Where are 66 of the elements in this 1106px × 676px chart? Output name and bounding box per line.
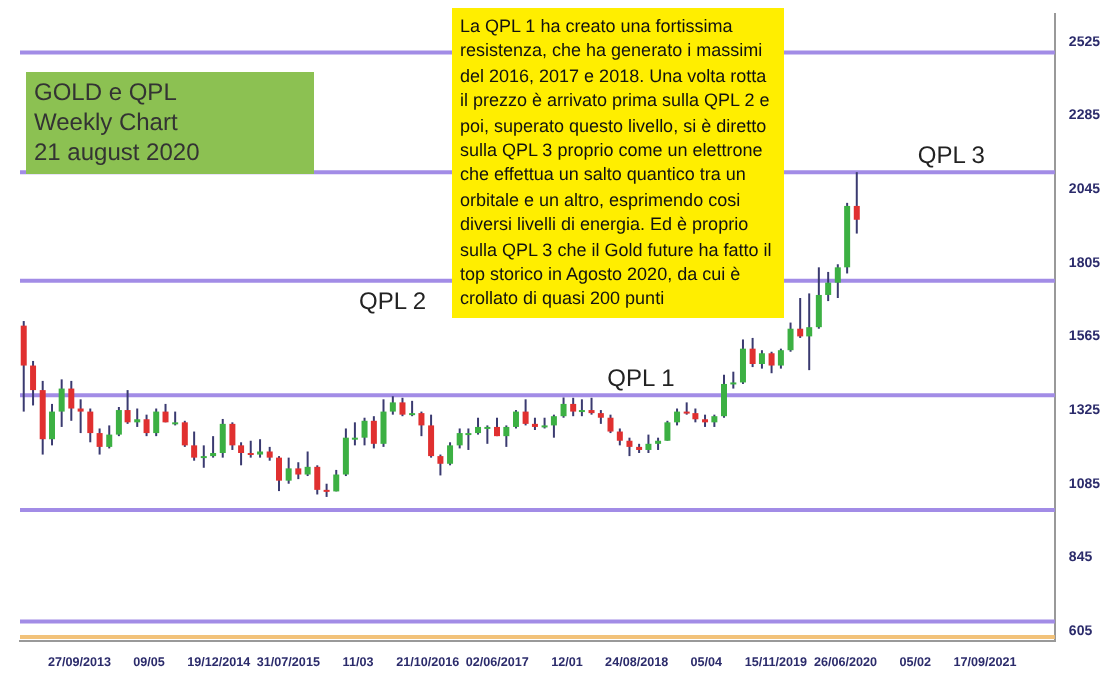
candlestick [503,424,510,448]
candlestick [645,433,652,455]
candlestick [276,455,283,493]
candlestick [465,427,472,451]
ref-line-label: QPL 2 [358,287,427,316]
candlestick [314,464,321,496]
text-panel: La QPL 1 ha creato una fortissima resistenza, che ha generato i massimi del 2016, 2017 e 2018. Una volta rotta il prezzo è arrivato prima sulla QPL 2 e poi, superato questo livello, si è diretto sulla QPL 3 proprio come un elettrone che effettua un salto quantico tra un orbitale e un altro, esprimendo cosi diversi livelli di energia. Ed è proprio sulla QPL 3 che il Gold future ha fatto il top storico in Agosto 2020, da cui è crollato di quasi 200 punti [452,8,784,318]
candlestick [749,336,756,369]
candlestick [399,396,406,418]
candlestick [560,396,567,419]
candlestick [389,395,396,416]
candlestick [77,398,84,435]
candlestick [238,441,245,467]
candlestick [447,441,454,467]
candlestick [49,402,56,447]
candlestick [456,427,463,450]
candlestick [370,415,377,450]
candlestick [200,444,207,469]
annotation: 21 august 2020 [34,138,202,168]
text-panel: GOLD e QPL Weekly Chart 21 august 2020 [26,72,314,174]
candlestick [229,421,236,451]
candlestick [570,396,577,418]
candlestick [30,359,37,407]
candlestick [219,417,226,459]
candlestick [428,413,435,459]
candlestick [777,347,784,370]
candlestick [257,438,264,459]
candlestick [191,430,198,462]
ref-line-label: QPL 3 [917,140,986,169]
candlestick [20,320,27,413]
candlestick [664,419,671,442]
candlestick [853,171,860,235]
candlestick [806,292,813,372]
candlestick [522,398,529,427]
candlestick [143,413,150,438]
ref-line-label: QPL 1 [607,363,676,392]
candlestick [134,407,141,428]
candlestick [418,410,425,438]
candlestick [210,435,217,459]
candlestick [758,349,765,370]
candlestick [512,409,519,430]
candlestick [550,413,557,439]
candlestick [58,378,65,428]
candlestick [361,416,368,447]
candlestick [768,350,775,375]
candlestick [380,398,387,448]
candlestick [285,456,292,485]
candlestick [115,405,122,438]
candlestick [437,453,444,477]
candlestick [825,270,832,303]
candlestick [787,321,794,353]
candlestick [153,407,160,438]
candlestick [87,407,94,444]
candlestick [106,424,113,450]
candlestick [124,389,131,425]
candlestick [815,266,822,330]
candlestick [607,413,614,435]
candlestick [797,297,804,339]
candlestick [721,373,727,419]
candlestick [304,450,311,478]
candlestick [96,427,103,456]
candlestick [739,338,746,385]
candlestick [68,379,75,422]
candlestick [181,419,188,448]
candlestick [626,436,633,458]
candlestick [834,263,841,300]
